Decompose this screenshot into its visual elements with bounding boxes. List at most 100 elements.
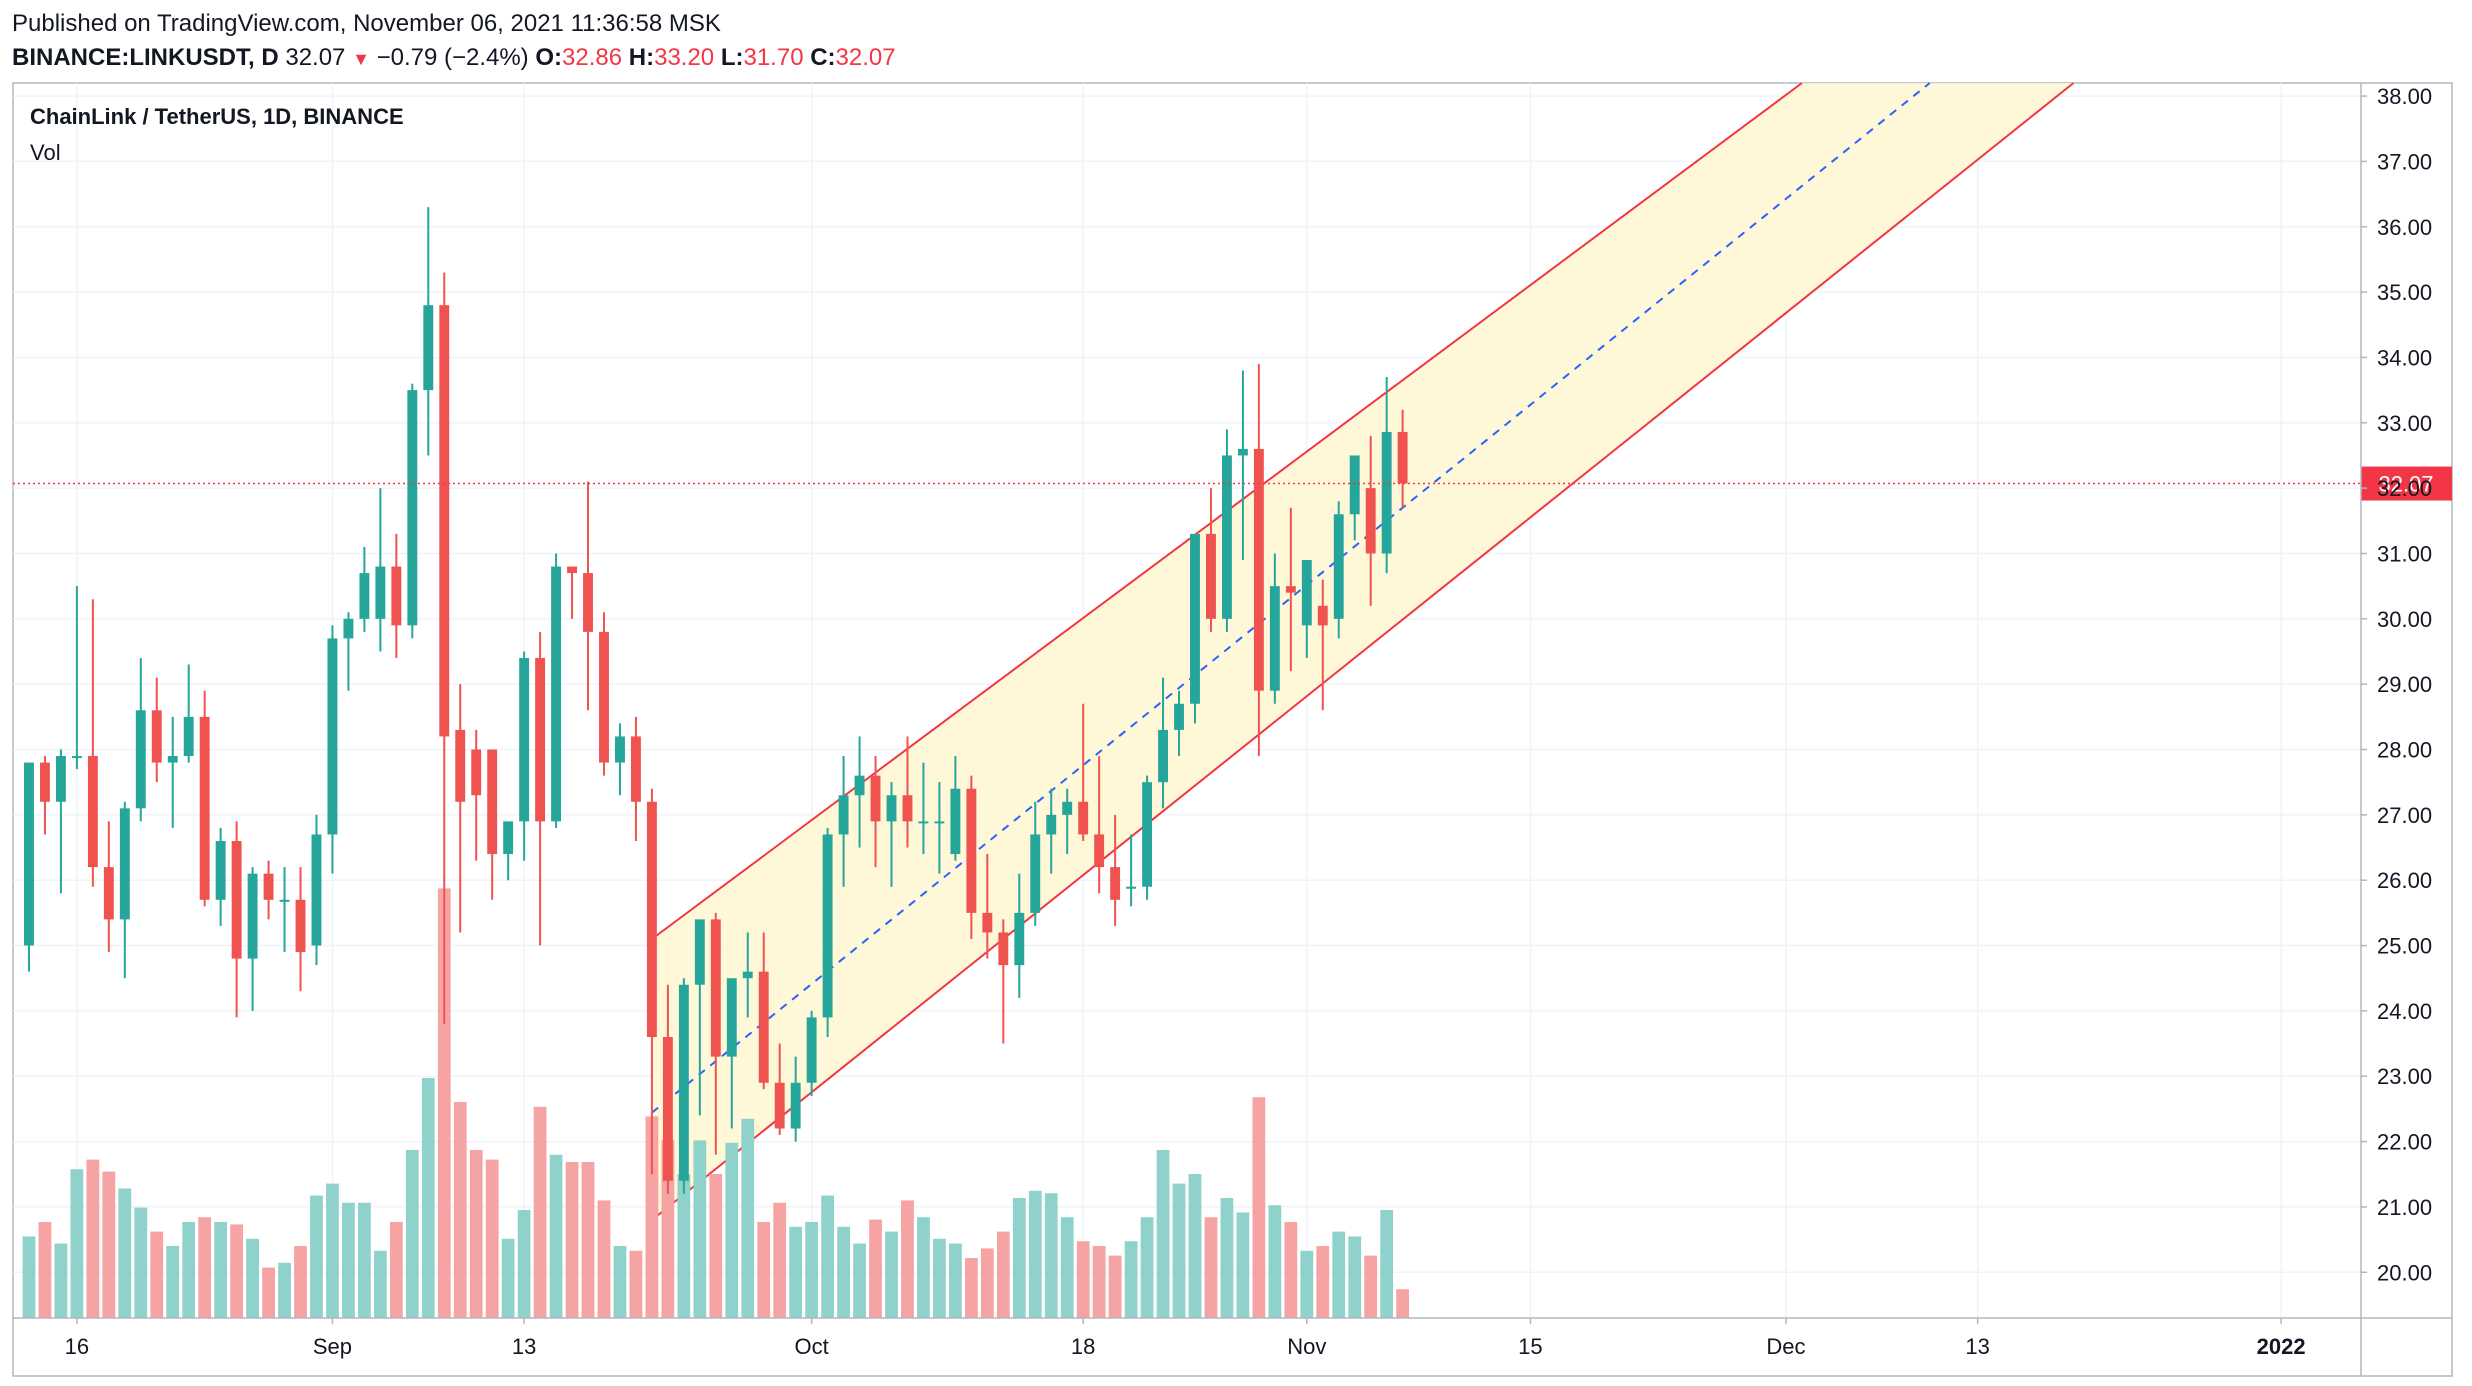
candle-body <box>1269 586 1280 691</box>
candle-body <box>39 762 50 802</box>
candle-body <box>982 912 993 933</box>
time-axis-label: 15 <box>1518 1334 1542 1359</box>
volume-bar <box>310 1195 323 1318</box>
time-axis-label: Dec <box>1766 1334 1805 1359</box>
candle-body <box>1253 448 1264 691</box>
volume-bar <box>1076 1241 1090 1318</box>
volume-bar <box>741 1118 755 1318</box>
chart-frame <box>12 82 2453 1377</box>
last-price-label: 32.07 <box>2378 472 2433 497</box>
volume-bar <box>821 1195 835 1318</box>
candle-body <box>1126 886 1137 889</box>
candle-body <box>279 899 290 902</box>
volume-bar <box>853 1243 866 1318</box>
parallel-channel[interactable] <box>651 82 2075 1221</box>
time-axis[interactable]: 16 Sep 13 Oct 18 Nov 15 Dec 13 2022 <box>65 1318 2306 1359</box>
candle-body <box>183 716 194 757</box>
open-value: 32.86 <box>562 44 623 71</box>
volume-bar <box>1364 1255 1378 1318</box>
candle-body <box>710 919 721 1057</box>
volume-bar <box>485 1159 499 1318</box>
time-axis-label: 2022 <box>2257 1334 2306 1359</box>
time-axis-label: Sep <box>313 1334 352 1359</box>
volume-bar <box>294 1246 307 1318</box>
volume-bar <box>549 1154 563 1318</box>
candle-body <box>1014 912 1025 966</box>
volume-bar <box>949 1243 962 1318</box>
volume-bar <box>150 1231 164 1318</box>
volume-bar <box>869 1219 882 1318</box>
candle-body <box>599 631 609 763</box>
volume-bar <box>1044 1193 1058 1318</box>
candle-body <box>1237 448 1248 456</box>
volume-bar <box>837 1226 850 1318</box>
volume-bar <box>725 1142 739 1318</box>
change-down-icon: ▼ <box>352 49 370 69</box>
volume-bar <box>1108 1255 1122 1318</box>
symbol-name[interactable]: BINANCE:LINKUSDT, D <box>12 44 279 71</box>
candle-body <box>1301 560 1312 626</box>
volume-legend[interactable]: Vol <box>30 140 61 165</box>
volume-bar <box>86 1159 100 1318</box>
volume-bar <box>693 1140 707 1318</box>
volume-bar <box>1220 1198 1234 1318</box>
volume-bar <box>198 1217 212 1318</box>
candle-body <box>1110 867 1121 900</box>
candle-body <box>1078 801 1089 835</box>
candle-body <box>934 821 945 824</box>
candle-body <box>487 749 498 855</box>
volume-bar <box>389 1222 403 1318</box>
volume-bar <box>262 1267 275 1318</box>
volume-bar <box>38 1222 52 1318</box>
price-axis-label: 30.00 <box>2377 607 2432 632</box>
published-caption: Published on TradingView.com, November 0… <box>12 10 721 37</box>
close-label: C: <box>810 44 836 71</box>
time-axis-label: Oct <box>795 1334 829 1359</box>
volume-bar <box>1252 1097 1266 1318</box>
candle-body <box>535 658 546 822</box>
candle-body <box>151 710 162 763</box>
candle-body <box>167 756 178 763</box>
volume-bar <box>517 1210 531 1318</box>
volume-bar <box>1204 1217 1218 1318</box>
volume-bar <box>1380 1210 1394 1318</box>
candle-body <box>551 566 562 822</box>
candle-body <box>1062 801 1073 815</box>
candle-body <box>1221 455 1232 619</box>
price-axis-label: 24.00 <box>2377 999 2432 1024</box>
volume-bar <box>326 1183 339 1318</box>
candle-body <box>902 795 913 822</box>
candle-body <box>790 1082 801 1129</box>
price-axis-label: 26.00 <box>2377 868 2432 893</box>
grid-lines <box>13 83 2361 1318</box>
candle-body <box>1349 455 1360 515</box>
volume-bar <box>1060 1217 1074 1318</box>
candle-body <box>742 971 753 979</box>
price-axis[interactable]: 20.00 21.00 22.00 23.00 24.00 25.00 26.00 27.00… <box>2361 84 2432 1285</box>
candle-body <box>231 840 242 959</box>
candle-body <box>630 736 641 802</box>
candle-body <box>1333 514 1344 619</box>
candle-body <box>103 867 114 920</box>
high-label: H: <box>628 44 655 71</box>
candle-body <box>694 919 705 985</box>
candle-body <box>119 808 130 920</box>
volume-bar <box>501 1238 515 1318</box>
candle-body <box>519 658 530 822</box>
candle-body <box>1046 814 1057 835</box>
series-legend-title[interactable]: ChainLink / TetherUS, 1D, BINANCE <box>30 104 404 129</box>
candle-body <box>678 984 689 1181</box>
candle-body <box>503 821 514 855</box>
volume-bar <box>342 1202 355 1318</box>
volume-bar <box>757 1222 771 1318</box>
price-axis-label: 35.00 <box>2377 280 2432 305</box>
volume-bar <box>134 1207 148 1318</box>
channel-lower-line <box>651 82 2075 1221</box>
volume-bar <box>533 1106 547 1318</box>
price-axis-label: 38.00 <box>2377 84 2432 109</box>
candle-body <box>886 795 897 822</box>
volume-bar <box>1316 1246 1330 1318</box>
high-value: 33.20 <box>654 44 715 71</box>
volume-bar <box>1332 1231 1346 1318</box>
